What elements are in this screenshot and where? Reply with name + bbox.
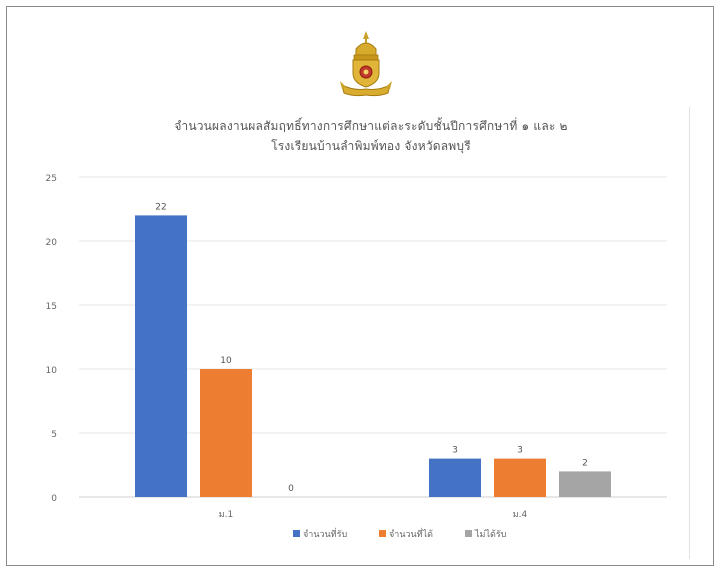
bar <box>135 215 187 497</box>
legend-label: จำนวนที่รับ <box>303 527 347 540</box>
y-tick-label: 15 <box>46 302 57 312</box>
bar-data-label: 0 <box>288 484 294 494</box>
x-tick-label: ม.4 <box>513 510 528 520</box>
chart-area: จำนวนผลงานผลสัมฤทธิ์ทางการศึกษาแต่ละระดั… <box>45 99 697 559</box>
y-tick-label: 20 <box>46 238 58 248</box>
bar <box>200 369 252 497</box>
bar-data-label: 10 <box>220 356 232 366</box>
bar-data-label: 3 <box>452 446 458 456</box>
legend-swatch <box>465 530 472 537</box>
y-tick-label: 5 <box>51 430 57 440</box>
y-tick-label: 10 <box>46 366 58 376</box>
x-tick-label: ม.1 <box>219 510 234 520</box>
legend-swatch <box>293 530 300 537</box>
legend-swatch <box>379 530 386 537</box>
y-tick-label: 25 <box>46 174 57 184</box>
chart-border-right <box>689 107 690 559</box>
y-tick-label: 0 <box>51 494 57 504</box>
bar <box>494 458 546 497</box>
school-emblem-icon <box>340 31 392 97</box>
chart-subtitle: โรงเรียนบ้านลำพิมพ์ทอง จังหวัดลพบุรี <box>271 139 471 153</box>
bar-data-label: 22 <box>155 202 166 212</box>
chart-title: จำนวนผลงานผลสัมฤทธิ์ทางการศึกษาแต่ละระดั… <box>174 119 568 133</box>
bar-data-label: 2 <box>582 458 588 468</box>
legend-label: ไม่ได้รับ <box>474 529 507 540</box>
bar <box>429 458 481 497</box>
bar-chart: 0 5 10 15 20 25 22 10 0 ม.1 3 3 2 ม.4 จำนวนที่รับ จำนวน… <box>46 174 667 540</box>
bar <box>559 471 611 497</box>
chart-frame: จำนวนผลงานผลสัมฤทธิ์ทางการศึกษาแต่ละระดั… <box>6 6 714 566</box>
bar-data-label: 3 <box>517 446 523 456</box>
legend-label: จำนวนที่ได้ <box>389 527 433 540</box>
